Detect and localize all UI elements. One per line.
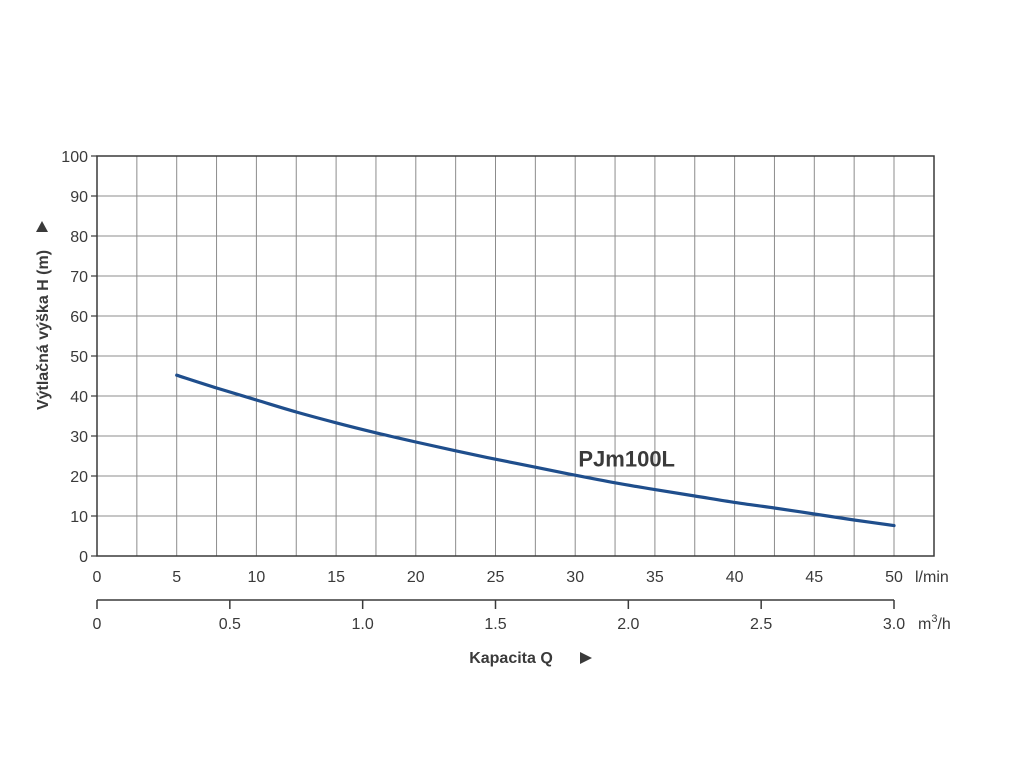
x-axis-title: Kapacita Q	[469, 650, 553, 667]
secondary-x-tick-label: 2.0	[617, 616, 639, 633]
y-axis-ticks: 0 10 20 30 40 50 60 70 80 90 100	[61, 149, 97, 566]
x-tick-label: 40	[726, 569, 744, 586]
x-axis-arrow-icon	[580, 652, 592, 664]
grid	[97, 156, 934, 556]
secondary-x-tick-label: 1.5	[484, 616, 506, 633]
y-tick-label: 20	[70, 469, 88, 486]
secondary-x-axis-ticks: 0 0.5 1.0 1.5 2.0 2.5 3.0	[93, 600, 905, 633]
x-tick-label: 20	[407, 569, 425, 586]
y-tick-label: 100	[61, 149, 88, 166]
y-tick-label: 90	[70, 189, 88, 206]
y-tick-label: 0	[79, 549, 88, 566]
y-axis-arrow-icon	[36, 221, 48, 232]
x-tick-label: 15	[327, 569, 345, 586]
secondary-x-unit-label: m3/h	[918, 613, 951, 633]
secondary-x-tick-label: 1.0	[352, 616, 374, 633]
y-tick-label: 40	[70, 389, 88, 406]
x-tick-label: 10	[248, 569, 266, 586]
y-tick-label: 80	[70, 229, 88, 246]
x-axis-ticks: 0 5 10 15 20 25 30 35 40 45 50	[93, 569, 903, 586]
series-line-pjm100l	[175, 373, 896, 528]
x-unit-label: l/min	[915, 569, 949, 586]
x-tick-label: 25	[487, 569, 505, 586]
x-tick-label: 30	[566, 569, 584, 586]
y-tick-label: 30	[70, 429, 88, 446]
x-tick-label: 45	[805, 569, 823, 586]
y-tick-label: 50	[70, 349, 88, 366]
x-tick-label: 0	[93, 569, 102, 586]
secondary-x-tick-label: 0	[93, 616, 102, 633]
secondary-x-tick-label: 0.5	[219, 616, 241, 633]
series-label: PJm100L	[578, 446, 675, 471]
y-axis-title: Výtlačná výška H (m)	[35, 250, 52, 410]
y-tick-label: 70	[70, 269, 88, 286]
secondary-x-tick-label: 3.0	[883, 616, 905, 633]
secondary-x-axis: 0 0.5 1.0 1.5 2.0 2.5 3.0 m3/h	[93, 599, 951, 633]
y-tick-label: 60	[70, 309, 88, 326]
x-tick-label: 35	[646, 569, 664, 586]
secondary-x-tick-label: 2.5	[750, 616, 772, 633]
x-tick-label: 50	[885, 569, 903, 586]
x-tick-label: 5	[172, 569, 181, 586]
y-tick-label: 10	[70, 509, 88, 526]
